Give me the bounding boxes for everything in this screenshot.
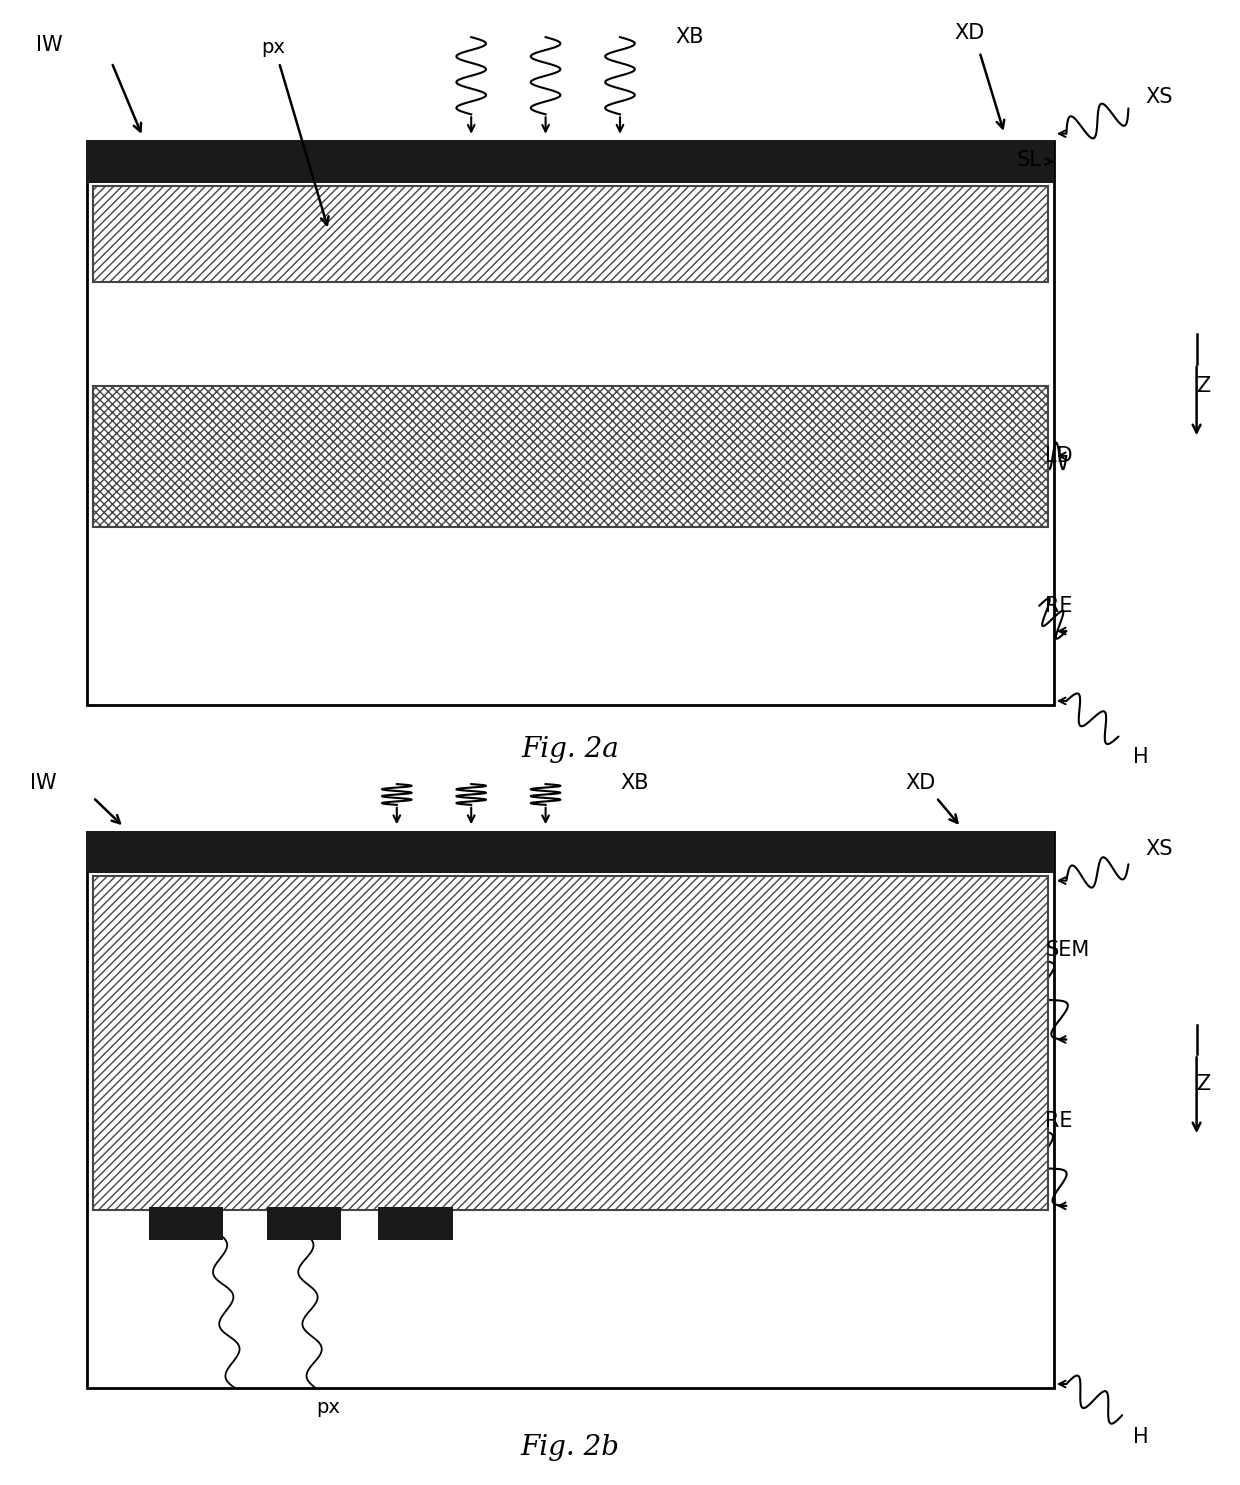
Bar	[87, 141, 1054, 183]
Bar	[93, 186, 1048, 282]
Text: XD: XD	[955, 22, 985, 43]
Bar	[87, 832, 1054, 873]
Text: Z: Z	[1197, 376, 1210, 396]
Bar	[378, 1207, 453, 1240]
Text: SL: SL	[1017, 150, 1042, 171]
Text: XB: XB	[676, 27, 704, 48]
Bar	[87, 832, 1054, 1388]
Text: IW: IW	[36, 34, 63, 55]
Text: XD: XD	[905, 772, 935, 793]
Text: XS: XS	[1146, 839, 1173, 860]
Text: IW: IW	[30, 772, 57, 793]
Text: px: px	[316, 1399, 341, 1417]
Text: Z: Z	[1197, 1074, 1210, 1094]
Text: SEM: SEM	[1045, 940, 1090, 961]
Bar	[149, 1207, 223, 1240]
Text: px: px	[260, 39, 285, 56]
Text: LD: LD	[1045, 446, 1073, 466]
Text: H: H	[1133, 747, 1148, 768]
Text: XB: XB	[620, 772, 649, 793]
Bar	[93, 386, 1048, 527]
Text: RE: RE	[1045, 1111, 1073, 1132]
Text: XS: XS	[1146, 86, 1173, 107]
Text: Fig. 2b: Fig. 2b	[521, 1435, 620, 1461]
Text: Fig. 2a: Fig. 2a	[522, 737, 619, 763]
Bar	[267, 1207, 341, 1240]
Bar	[93, 876, 1048, 1210]
Bar	[87, 141, 1054, 705]
Text: H: H	[1133, 1427, 1148, 1448]
Text: RE: RE	[1045, 595, 1073, 616]
